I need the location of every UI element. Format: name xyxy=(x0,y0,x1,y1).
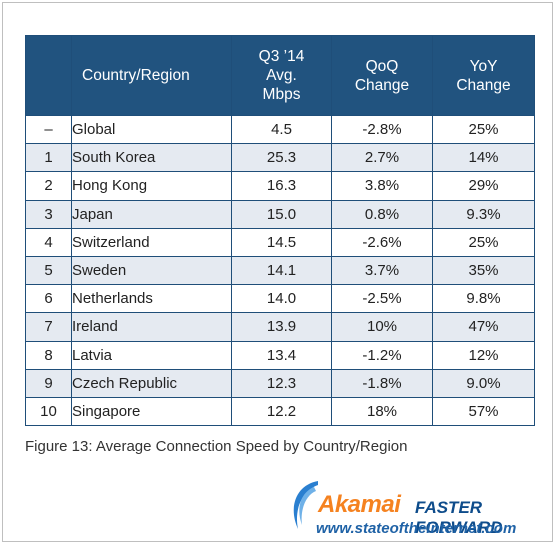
yoy-change-cell: 25% xyxy=(432,114,535,145)
qoq-change-cell: 0.8% xyxy=(331,199,433,229)
country-cell: Sweden xyxy=(71,255,232,286)
rank-cell: 5 xyxy=(25,255,72,286)
qoq-change-cell: 3.7% xyxy=(331,255,433,286)
column-header-country-label: Country/Region xyxy=(82,67,190,84)
avg-mbps-cell: 15.0 xyxy=(231,199,332,229)
country-cell: Netherlands xyxy=(71,284,232,314)
qoq-change-cell: 10% xyxy=(331,312,433,342)
avg-mbps-cell: 12.3 xyxy=(231,368,332,398)
table-row: 4 Switzerland 14.5 -2.6% 25% xyxy=(25,227,535,257)
rank-cell: 1 xyxy=(25,143,72,173)
avg-mbps-cell: 14.5 xyxy=(231,227,332,257)
table-row: 1 South Korea 25.3 2.7% 14% xyxy=(25,143,535,173)
avg-mbps-cell: 16.3 xyxy=(231,171,332,201)
yoy-change-cell: 25% xyxy=(432,227,535,257)
rank-cell: 3 xyxy=(25,199,72,229)
country-cell: Singapore xyxy=(71,396,232,427)
rank-cell: 10 xyxy=(25,396,72,427)
country-cell: Switzerland xyxy=(71,227,232,257)
speed-table: Country/Region Q3 ’14 Avg. Mbps QoQ Change … xyxy=(25,35,535,427)
country-cell: Latvia xyxy=(71,340,232,370)
yoy-change-cell: 35% xyxy=(432,255,535,286)
yoy-change-cell: 14% xyxy=(432,143,535,173)
qoq-change-cell: -1.8% xyxy=(331,368,433,398)
figure-frame: Country/Region Q3 ’14 Avg. Mbps QoQ Change … xyxy=(2,2,553,542)
figure-caption: Figure 13: Average Connection Speed by C… xyxy=(25,438,408,455)
table-row: 8 Latvia 13.4 -1.2% 12% xyxy=(25,340,535,370)
brand-tagline: FASTER FORWARD xyxy=(415,498,503,537)
yoy-change-cell: 9.0% xyxy=(432,368,535,398)
qoq-change-cell: 2.7% xyxy=(331,143,433,173)
qoq-change-cell: -1.2% xyxy=(331,340,433,370)
akamai-wave-icon xyxy=(293,481,318,529)
table-body: – Global 4.5 -2.8% 25% 1 South Korea 25.3 2.7% 14… xyxy=(25,114,535,427)
avg-mbps-cell: 14.0 xyxy=(231,284,332,314)
qoq-change-cell: -2.8% xyxy=(331,114,433,145)
yoy-change-cell: 47% xyxy=(432,312,535,342)
column-header-country: Country/Region xyxy=(71,35,232,116)
country-cell: Ireland xyxy=(71,312,232,342)
qoq-change-cell: 3.8% xyxy=(331,171,433,201)
yoy-change-cell: 57% xyxy=(432,396,535,427)
rank-cell: 9 xyxy=(25,368,72,398)
avg-mbps-cell: 4.5 xyxy=(231,114,332,145)
table-row: 3 Japan 15.0 0.8% 9.3% xyxy=(25,199,535,229)
table-row: 2 Hong Kong 16.3 3.8% 29% xyxy=(25,171,535,201)
table-row: 10 Singapore 12.2 18% 57% xyxy=(25,396,535,427)
country-cell: Czech Republic xyxy=(71,368,232,398)
rank-cell: 7 xyxy=(25,312,72,342)
country-cell: Global xyxy=(71,114,232,145)
qoq-change-cell: 18% xyxy=(331,396,433,427)
akamai-logo-text: Akamai xyxy=(318,491,401,518)
table-row: 5 Sweden 14.1 3.7% 35% xyxy=(25,255,535,286)
avg-mbps-cell: 12.2 xyxy=(231,396,332,427)
column-header-avg-mbps: Q3 ’14 Avg. Mbps xyxy=(231,35,332,116)
qoq-change-cell: -2.5% xyxy=(331,284,433,314)
avg-mbps-cell: 13.9 xyxy=(231,312,332,342)
country-cell: South Korea xyxy=(71,143,232,173)
yoy-change-cell: 9.8% xyxy=(432,284,535,314)
yoy-change-cell: 9.3% xyxy=(432,199,535,229)
rank-cell: 8 xyxy=(25,340,72,370)
column-header-qoq: QoQ Change xyxy=(331,35,433,116)
avg-mbps-cell: 25.3 xyxy=(231,143,332,173)
rank-cell: 6 xyxy=(25,284,72,314)
table-row: 7 Ireland 13.9 10% 47% xyxy=(25,312,535,342)
yoy-change-cell: 12% xyxy=(432,340,535,370)
column-header-qoq-label: QoQ Change xyxy=(354,57,410,94)
column-header-avg-mbps-label: Q3 ’14 Avg. Mbps xyxy=(258,48,305,103)
table-row: – Global 4.5 -2.8% 25% xyxy=(25,114,535,145)
table-header-row: Country/Region Q3 ’14 Avg. Mbps QoQ Change … xyxy=(25,35,535,116)
hatch-corner-cell xyxy=(25,35,72,116)
yoy-change-cell: 29% xyxy=(432,171,535,201)
country-cell: Hong Kong xyxy=(71,171,232,201)
rank-cell: 4 xyxy=(25,227,72,257)
avg-mbps-cell: 13.4 xyxy=(231,340,332,370)
rank-cell: 2 xyxy=(25,171,72,201)
country-cell: Japan xyxy=(71,199,232,229)
table-row: 6 Netherlands 14.0 -2.5% 9.8% xyxy=(25,284,535,314)
website-link[interactable]: www.stateoftheinternet.com xyxy=(316,520,517,537)
qoq-change-cell: -2.6% xyxy=(331,227,433,257)
avg-mbps-cell: 14.1 xyxy=(231,255,332,286)
column-header-yoy: YoY Change xyxy=(432,35,535,116)
rank-cell: – xyxy=(25,114,72,145)
column-header-yoy-label: YoY Change xyxy=(456,57,511,94)
table-row: 9 Czech Republic 12.3 -1.8% 9.0% xyxy=(25,368,535,398)
